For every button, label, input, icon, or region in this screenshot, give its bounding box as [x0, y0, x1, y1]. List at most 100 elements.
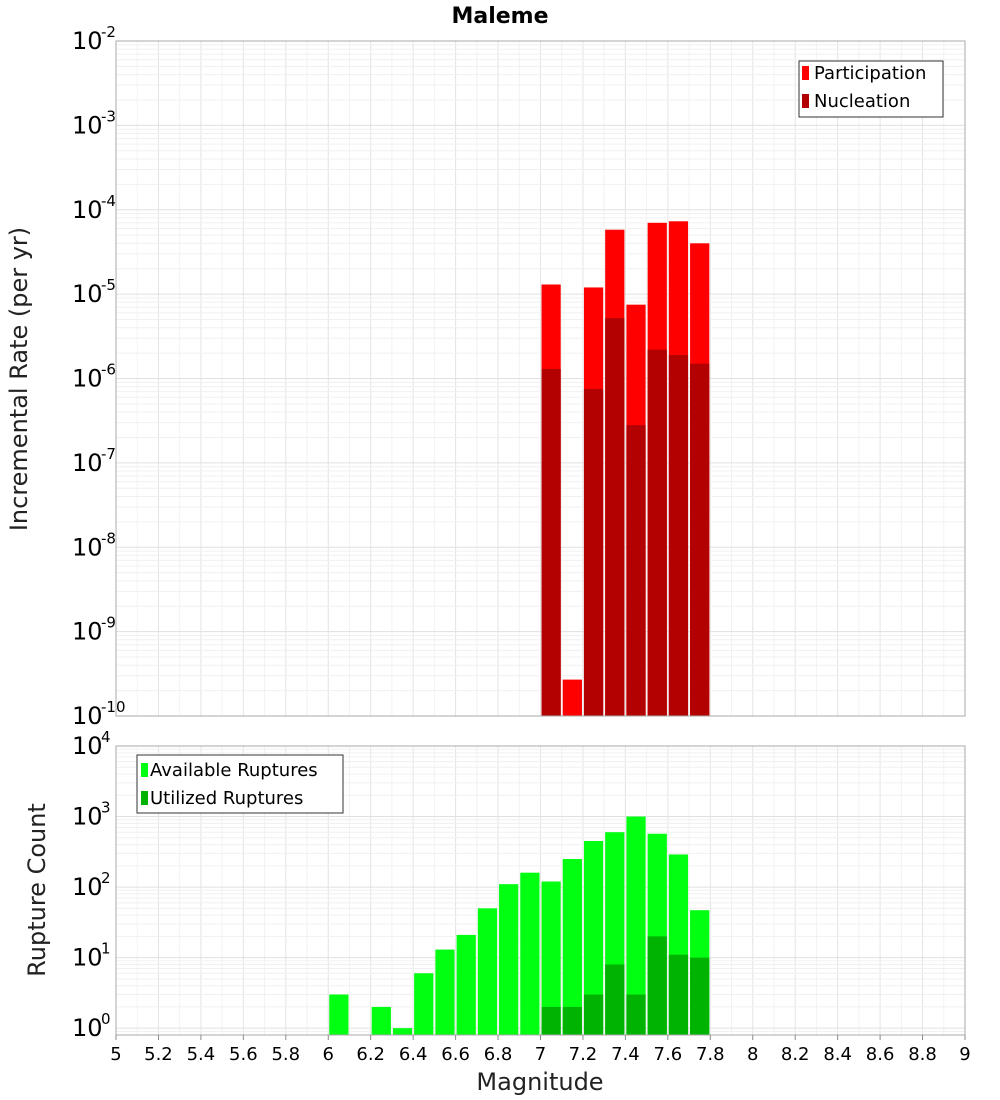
top-y-tick-exponent: -6 — [101, 361, 116, 379]
x-tick-label: 6 — [323, 1044, 334, 1065]
top-bar-nucleation — [690, 363, 710, 716]
x-tick-label: 8.6 — [866, 1044, 895, 1065]
x-tick-label: 8.4 — [823, 1044, 852, 1065]
bottom-bar-utilized-ruptures — [647, 936, 667, 1035]
bottom-bar-available-ruptures — [392, 1028, 413, 1035]
bottom-bar-available-ruptures — [520, 872, 540, 1035]
bottom-y-tick-label: 10 — [72, 873, 103, 901]
bottom-bar-available-ruptures — [626, 816, 646, 1035]
bottom-bar-utilized-ruptures — [668, 954, 689, 1035]
bottom-y-tick-exponent: 3 — [101, 799, 111, 817]
top-bar-nucleation — [626, 425, 646, 716]
x-tick-label: 6.8 — [484, 1044, 513, 1065]
top-y-axis-label: Incremental Rate (per yr) — [5, 227, 33, 531]
x-tick-label: 7.2 — [569, 1044, 598, 1065]
x-tick-label: 8.2 — [781, 1044, 810, 1065]
top-y-tick-label: 10 — [72, 449, 103, 477]
top-gridlines — [115, 41, 966, 717]
bottom-legend-box — [136, 754, 344, 814]
x-tick-label: 5.2 — [144, 1044, 173, 1065]
bottom-y-axis-label: Rupture Count — [23, 803, 51, 977]
bottom-bar-available-ruptures — [371, 1006, 391, 1035]
bottom-bar-utilized-ruptures — [562, 1006, 582, 1035]
bottom-bar-available-ruptures — [541, 881, 561, 1035]
chart-title: Maleme — [451, 4, 548, 29]
bottom-bar-available-ruptures — [477, 908, 498, 1035]
bottom-bar-utilized-ruptures — [690, 957, 710, 1035]
bottom-bar-available-ruptures — [435, 949, 455, 1035]
top-y-tick-label: 10 — [72, 27, 103, 55]
x-tick-label: 5.8 — [271, 1044, 300, 1065]
top-legend: Participation Nucleation — [798, 60, 944, 118]
top-y-tick-label: 10 — [72, 111, 103, 139]
bottom-bar-available-ruptures — [583, 841, 604, 1035]
top-y-tick-exponent: -4 — [101, 192, 116, 210]
top-y-tick-exponent: -2 — [101, 23, 116, 41]
nucleation-swatch — [802, 94, 809, 108]
x-axis-label: Magnitude — [476, 1068, 603, 1096]
bottom-bar-utilized-ruptures — [541, 1006, 561, 1035]
top-y-tick-label: 10 — [72, 280, 103, 308]
x-tick-label: 7.4 — [611, 1044, 640, 1065]
top-y-tick-label: 10 — [72, 702, 103, 730]
bottom-bar-available-ruptures — [329, 994, 349, 1035]
top-bar-participation — [562, 679, 582, 716]
bottom-y-tick-label: 10 — [72, 944, 103, 972]
bottom-bar-available-ruptures — [456, 934, 476, 1035]
bottom-y-tick-exponent: 0 — [101, 1010, 111, 1028]
bottom-y-tick-exponent: 1 — [101, 940, 111, 958]
legend-nucleation: Nucleation — [814, 91, 910, 112]
x-tick-label: 7.8 — [696, 1044, 725, 1065]
bottom-y-tick-label: 10 — [72, 1014, 103, 1042]
top-bar-nucleation — [605, 318, 625, 716]
legend-available-ruptures: Available Ruptures — [150, 760, 318, 781]
x-tick-label: 8 — [747, 1044, 758, 1065]
x-tick-label: 8.8 — [908, 1044, 937, 1065]
participation-swatch — [802, 66, 809, 80]
top-y-tick-exponent: -3 — [101, 107, 116, 125]
legend-utilized-ruptures: Utilized Ruptures — [150, 788, 303, 809]
bottom-bar-available-ruptures — [562, 859, 582, 1035]
top-y-tick-exponent: -10 — [101, 698, 126, 716]
top-bars — [541, 221, 710, 717]
top-y-tick-exponent: -8 — [101, 529, 116, 547]
x-tick-label: 9 — [959, 1044, 970, 1065]
x-tick-label: 7 — [535, 1044, 546, 1065]
x-tick-label: 6.4 — [399, 1044, 428, 1065]
bottom-bar-available-ruptures — [499, 884, 519, 1035]
bottom-y-tick-label: 10 — [72, 803, 103, 831]
x-tick-labels: 5 5.2 5.4 5.6 5.8 6 6.2 6.4 6.6 6.8 7 7.2 7.4 7.6 7.8 8… — [110, 1035, 971, 1065]
top-bar-nucleation — [541, 368, 561, 716]
top-y-tick-label: 10 — [72, 533, 103, 561]
top-y-tick-label: 10 — [72, 365, 103, 393]
legend-participation: Participation — [814, 63, 926, 84]
x-tick-label: 6.2 — [356, 1044, 385, 1065]
top-bar-nucleation — [583, 389, 604, 716]
bottom-bar-utilized-ruptures — [626, 994, 646, 1035]
bottom-bars — [329, 816, 710, 1035]
top-y-tick-exponent: -5 — [101, 276, 116, 294]
bottom-legend: Available Ruptures Utilized Ruptures — [136, 754, 344, 814]
top-y-tick-label: 10 — [72, 618, 103, 646]
x-tick-label: 5.4 — [187, 1044, 216, 1065]
x-tick-label: 6.6 — [441, 1044, 470, 1065]
top-y-tick-label: 10 — [72, 196, 103, 224]
x-tick-label: 5.6 — [229, 1044, 258, 1065]
bottom-y-tick-exponent: 4 — [101, 728, 111, 746]
top-y-tick-exponent: -7 — [101, 445, 116, 463]
top-y-tick-exponent: -9 — [101, 614, 116, 632]
utilized-ruptures-swatch — [141, 791, 148, 805]
top-legend-box — [798, 60, 944, 118]
bottom-y-tick-exponent: 2 — [101, 869, 111, 887]
bottom-y-tick-label: 10 — [72, 732, 103, 760]
top-bar-nucleation — [668, 354, 689, 716]
bottom-bar-utilized-ruptures — [583, 994, 604, 1035]
available-ruptures-swatch — [141, 763, 148, 777]
bottom-bar-utilized-ruptures — [605, 964, 625, 1035]
bottom-gridlines — [115, 746, 966, 1036]
top-plot-frame — [115, 40, 966, 717]
top-bar-nucleation — [647, 349, 667, 716]
